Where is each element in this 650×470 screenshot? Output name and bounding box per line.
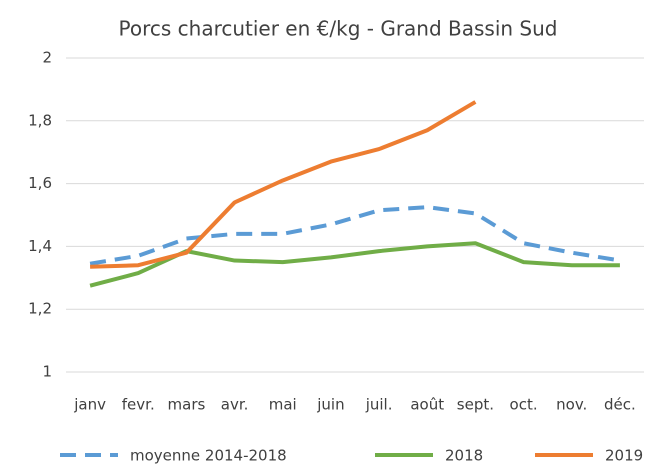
- x-tick-label: nov.: [556, 396, 587, 414]
- x-tick-label: août: [410, 396, 444, 414]
- series-line: [89, 205, 621, 266]
- chart-title: Porcs charcutier en €/kg - Grand Bassin …: [119, 17, 558, 41]
- x-tick-label: juin: [316, 396, 344, 414]
- legend-label: moyenne 2014-2018: [130, 447, 287, 465]
- x-tick-label: oct.: [510, 396, 538, 414]
- x-tick-label: juil.: [365, 396, 393, 414]
- x-tick-label: sept.: [457, 396, 494, 414]
- y-tick-label: 1,2: [28, 300, 52, 318]
- series-line: [90, 100, 477, 269]
- y-tick-label: 1,8: [28, 111, 52, 129]
- legend-label: 2019: [605, 447, 643, 465]
- x-tick-label: janv: [73, 396, 106, 414]
- series-line: [89, 241, 620, 288]
- y-tick-label: 1,6: [28, 174, 52, 192]
- y-tick-label: 1: [42, 363, 52, 381]
- y-tick-label: 1,4: [28, 237, 52, 255]
- y-tick-label: 2: [42, 49, 52, 67]
- x-tick-label: fevr.: [122, 396, 155, 414]
- x-tick-label: déc.: [604, 396, 636, 414]
- x-tick-label: mars: [168, 396, 206, 414]
- x-tick-label: avr.: [221, 396, 249, 414]
- legend-label: 2018: [445, 447, 483, 465]
- x-tick-label: mai: [269, 396, 297, 414]
